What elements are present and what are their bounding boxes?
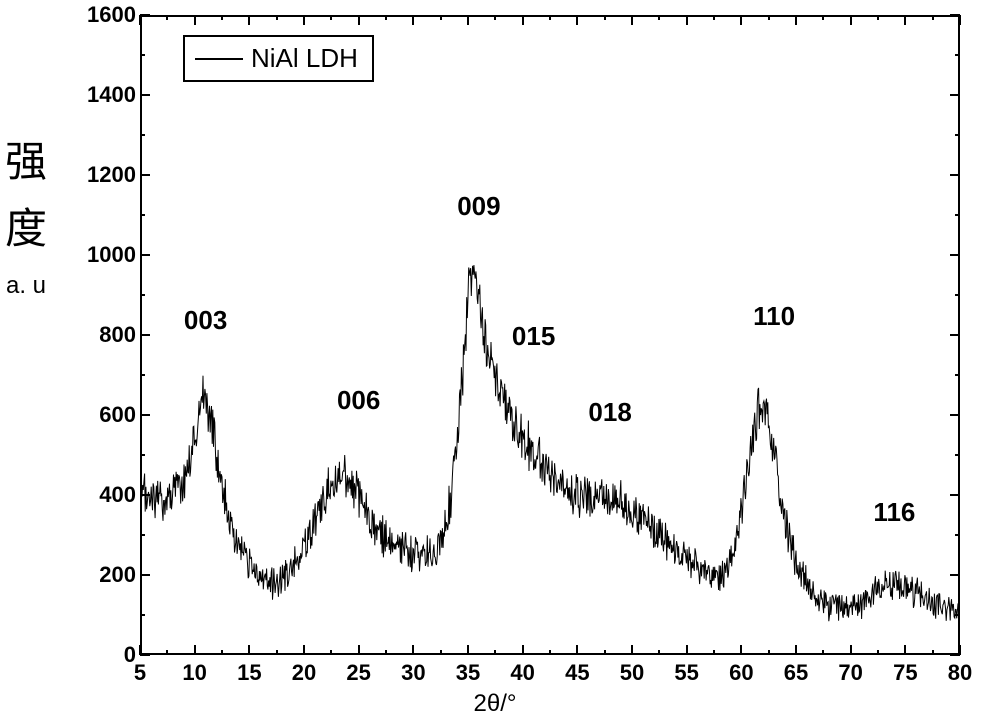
- legend-text: NiAl LDH: [251, 43, 358, 74]
- xtick-label: 65: [784, 660, 808, 686]
- ytick-label: 200: [99, 562, 136, 588]
- xtick-label: 60: [729, 660, 753, 686]
- ytick-label: 1000: [87, 242, 136, 268]
- xtick-label: 45: [565, 660, 589, 686]
- xaxis-label: 2θ/°: [474, 690, 517, 718]
- xtick-label: 55: [674, 660, 698, 686]
- ytick-label: 400: [99, 482, 136, 508]
- xrd-pattern-svg: [0, 0, 990, 723]
- ytick-label: 1400: [87, 82, 136, 108]
- xtick-label: 80: [948, 660, 972, 686]
- xtick-label: 15: [237, 660, 261, 686]
- xtick-label: 40: [510, 660, 534, 686]
- ytick-label: 800: [99, 322, 136, 348]
- xtick-label: 75: [893, 660, 917, 686]
- xtick-label: 50: [620, 660, 644, 686]
- legend: NiAl LDH: [183, 35, 374, 82]
- ytick-label: 1600: [87, 2, 136, 28]
- peak-label-009: 009: [457, 191, 500, 222]
- peak-label-015: 015: [512, 321, 555, 352]
- peak-label-003: 003: [184, 305, 227, 336]
- xtick-label: 30: [401, 660, 425, 686]
- peak-label-116: 116: [873, 497, 915, 528]
- peak-label-018: 018: [588, 397, 631, 428]
- xtick-label: 25: [346, 660, 370, 686]
- legend-line-sample: [195, 58, 243, 60]
- xtick-label: 70: [838, 660, 862, 686]
- xtick-label: 10: [182, 660, 206, 686]
- peak-label-110: 110: [753, 301, 795, 332]
- xrd-trace: [140, 265, 960, 621]
- xtick-label: 20: [292, 660, 316, 686]
- xrd-chart-container: 强 度 a. u 2θ/° 02004006008001000120014001…: [0, 0, 990, 723]
- ytick-label: 1200: [87, 162, 136, 188]
- ytick-label: 600: [99, 402, 136, 428]
- xtick-label: 5: [134, 660, 146, 686]
- peak-label-006: 006: [337, 385, 380, 416]
- xtick-label: 35: [456, 660, 480, 686]
